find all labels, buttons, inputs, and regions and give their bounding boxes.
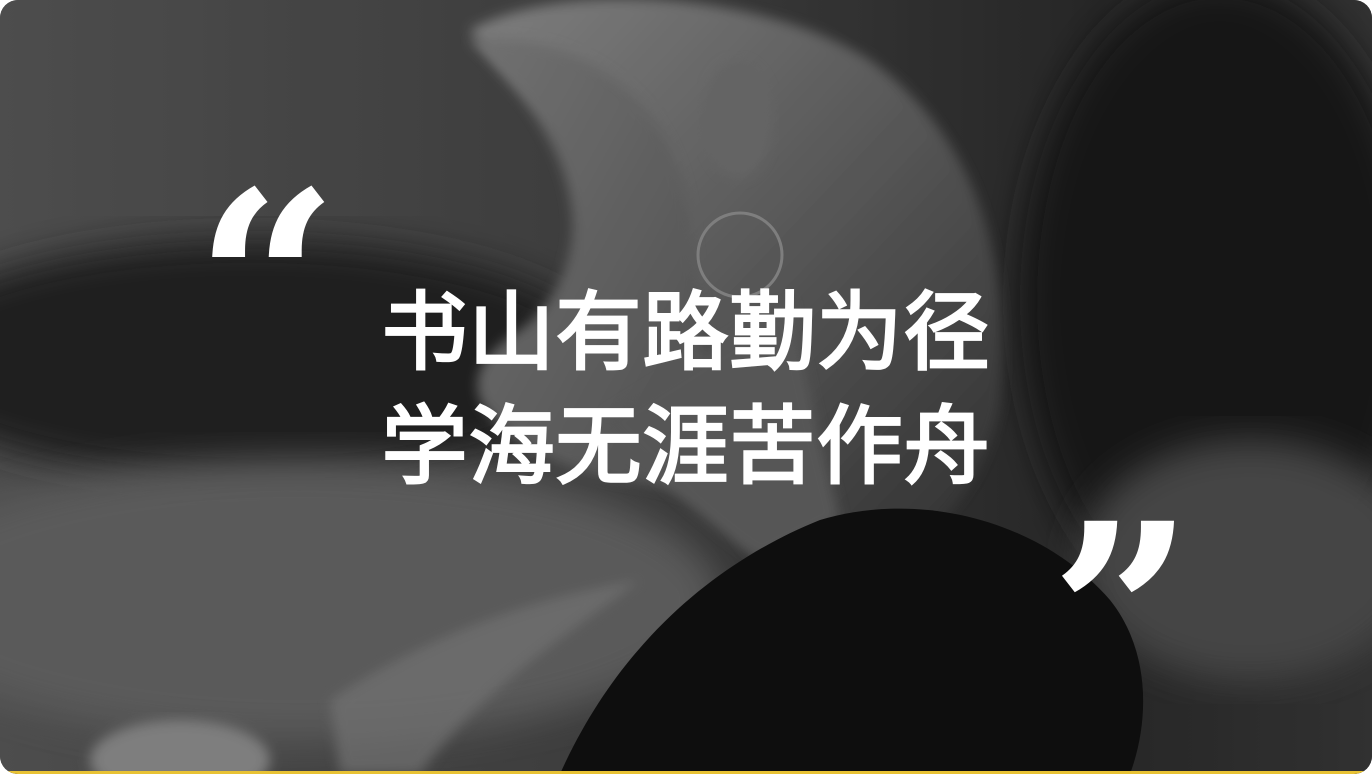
photo-treeline [0,240,610,480]
photo-right-light [1080,440,1372,680]
quote-line-2: 学海无涯苦作舟 [381,397,991,497]
quote-text: 书山有路勤为径 学海无涯苦作舟 [300,276,1072,504]
photo-shoulder [560,508,1144,774]
photo-earring [696,211,784,299]
photo-neck [600,300,840,560]
photo-water [0,460,720,740]
close-quote-mark: ” [1050,490,1194,740]
photo-ear [704,62,772,178]
photo-hand [90,720,270,774]
open-quote-mark: “ [195,158,339,408]
quote-line-1: 书山有路勤为径 [381,283,991,383]
photo-flyaway-hair [330,580,640,774]
bottom-accent-strip [0,771,1372,774]
